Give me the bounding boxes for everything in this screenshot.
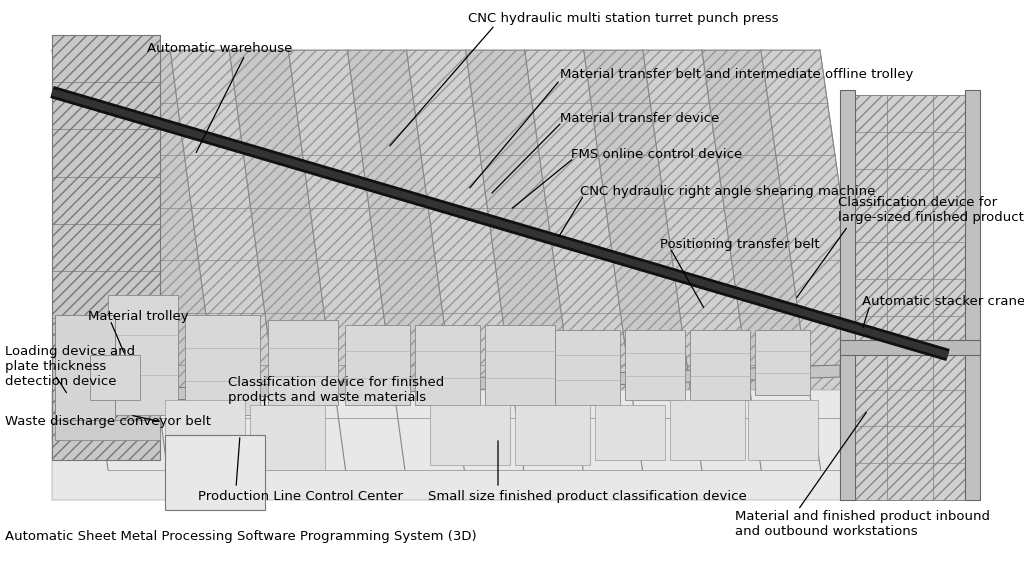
Polygon shape [347,50,464,470]
Polygon shape [55,315,115,425]
Polygon shape [755,330,810,395]
Text: Positioning transfer belt: Positioning transfer belt [660,238,819,251]
Polygon shape [289,50,404,470]
Polygon shape [52,50,880,470]
Polygon shape [595,405,665,460]
Polygon shape [840,90,855,500]
Text: Classification device for finished
products and waste materials: Classification device for finished produ… [228,376,444,404]
Text: Classification device for
large-sized finished products: Classification device for large-sized fi… [838,196,1024,224]
Polygon shape [965,90,980,500]
Polygon shape [761,50,880,470]
Polygon shape [229,50,345,470]
Polygon shape [165,400,245,470]
Polygon shape [111,50,226,470]
Polygon shape [625,330,685,400]
Polygon shape [485,325,555,405]
Polygon shape [170,50,286,470]
Polygon shape [415,325,480,405]
Polygon shape [584,50,701,470]
Text: FMS online control device: FMS online control device [571,148,742,161]
Polygon shape [55,420,160,440]
Text: Automatic Sheet Metal Processing Software Programming System (3D): Automatic Sheet Metal Processing Softwar… [5,530,476,543]
Polygon shape [108,295,178,415]
Text: Material transfer device: Material transfer device [560,112,720,125]
Polygon shape [701,50,820,470]
Polygon shape [524,50,642,470]
Text: Production Line Control Center: Production Line Control Center [198,490,402,503]
Polygon shape [250,405,325,470]
Polygon shape [110,365,840,402]
Polygon shape [52,50,167,470]
Polygon shape [840,95,980,500]
Text: Material trolley: Material trolley [88,310,188,323]
Polygon shape [268,320,338,405]
Text: CNC hydraulic multi station turret punch press: CNC hydraulic multi station turret punch… [468,12,778,25]
Text: Material transfer belt and intermediate offline trolley: Material transfer belt and intermediate … [560,68,913,81]
Polygon shape [90,355,140,400]
Polygon shape [407,50,523,470]
Text: Small size finished product classification device: Small size finished product classificati… [428,490,746,503]
Text: Automatic warehouse: Automatic warehouse [147,42,293,55]
Polygon shape [466,50,583,470]
Text: Material and finished product inbound
and outbound workstations: Material and finished product inbound an… [735,510,990,538]
Polygon shape [643,50,761,470]
Polygon shape [555,330,620,405]
Polygon shape [52,35,160,460]
Polygon shape [840,340,980,355]
Text: Automatic stacker crane: Automatic stacker crane [862,295,1024,308]
Text: Loading device and
plate thickness
detection device: Loading device and plate thickness detec… [5,345,135,388]
Polygon shape [185,315,260,415]
Polygon shape [430,405,510,465]
Text: Waste discharge conveyor belt: Waste discharge conveyor belt [5,415,211,428]
Polygon shape [345,325,410,405]
Polygon shape [165,435,265,510]
Polygon shape [515,405,590,465]
Polygon shape [690,330,750,400]
Polygon shape [52,390,900,500]
Polygon shape [748,400,818,460]
Text: CNC hydraulic right angle shearing machine: CNC hydraulic right angle shearing machi… [580,185,876,198]
Polygon shape [670,400,745,460]
